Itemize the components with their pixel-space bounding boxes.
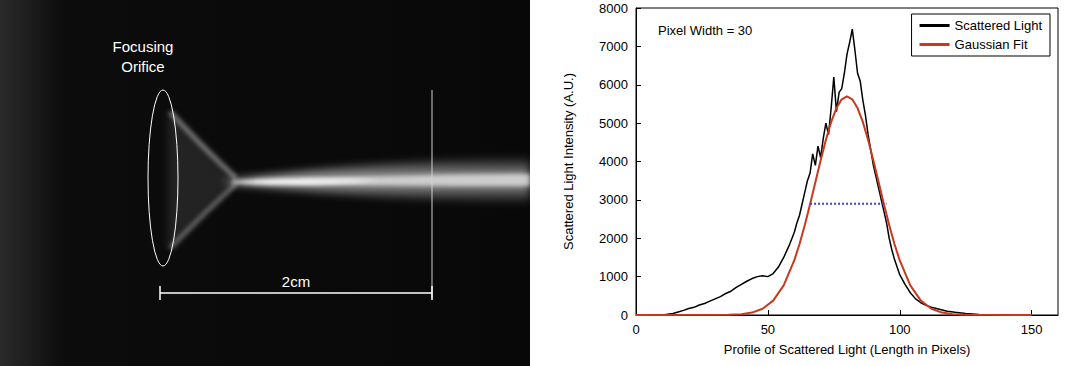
svg-text:5000: 5000 [599, 116, 628, 131]
svg-text:Profile of Scattered Light (Le: Profile of Scattered Light (Length in Pi… [724, 342, 970, 357]
svg-text:Scattered Light: Scattered Light [955, 18, 1043, 33]
svg-text:100: 100 [889, 322, 911, 337]
svg-text:2000: 2000 [599, 231, 628, 246]
svg-text:0: 0 [632, 322, 639, 337]
svg-text:0: 0 [621, 308, 628, 323]
svg-text:4000: 4000 [599, 154, 628, 169]
svg-text:1000: 1000 [599, 269, 628, 284]
svg-text:Gaussian Fit: Gaussian Fit [955, 37, 1028, 52]
svg-text:Pixel Width = 30: Pixel Width = 30 [658, 23, 752, 38]
svg-text:8000: 8000 [599, 1, 628, 16]
svg-text:150: 150 [1021, 322, 1043, 337]
svg-text:3000: 3000 [599, 192, 628, 207]
svg-text:2cm: 2cm [282, 273, 310, 290]
svg-text:Scattered Light Intensity (A.U: Scattered Light Intensity (A.U.) [561, 73, 576, 250]
svg-text:6000: 6000 [599, 77, 628, 92]
svg-text:50: 50 [761, 322, 775, 337]
svg-text:7000: 7000 [599, 39, 628, 54]
svg-text:FocusingOrifice: FocusingOrifice [113, 38, 174, 75]
